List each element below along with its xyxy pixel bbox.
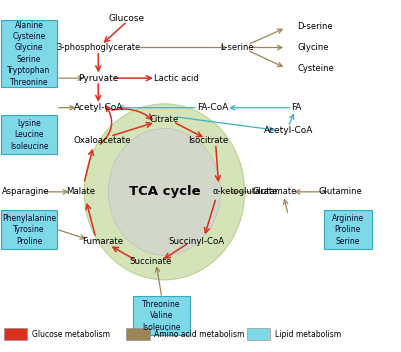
Text: L-serine: L-serine — [220, 43, 253, 52]
Text: Glucose: Glucose — [108, 14, 144, 23]
FancyBboxPatch shape — [1, 20, 57, 87]
Text: Acetyl-CoA: Acetyl-CoA — [73, 103, 123, 112]
Text: Fumarate: Fumarate — [82, 237, 123, 246]
Text: Lysine
Leucine
Isoleucine: Lysine Leucine Isoleucine — [10, 119, 49, 151]
Text: FA: FA — [292, 103, 302, 112]
Text: D-serine: D-serine — [297, 21, 332, 31]
Text: Alanine
Cysteine
Glycine
Serine
Tryptophan
Threonine: Alanine Cysteine Glycine Serine Tryptoph… — [8, 20, 51, 87]
Text: Pyruvate: Pyruvate — [78, 74, 118, 83]
Text: Cysteine: Cysteine — [298, 64, 334, 74]
Text: Isocitrate: Isocitrate — [188, 136, 229, 145]
Text: Amino acid metabolism: Amino acid metabolism — [154, 330, 245, 339]
Text: Oxaloacetate: Oxaloacetate — [73, 136, 131, 145]
Text: TCA cycle: TCA cycle — [129, 186, 200, 198]
FancyBboxPatch shape — [4, 328, 27, 340]
Text: Glycine: Glycine — [298, 43, 329, 52]
Text: FA-CoA: FA-CoA — [197, 103, 228, 112]
Text: Phenylalanine
Tyrosine
Proline: Phenylalanine Tyrosine Proline — [2, 214, 56, 246]
Text: Arginine
Proline
Serine: Arginine Proline Serine — [332, 214, 364, 246]
Text: Citrate: Citrate — [150, 115, 179, 124]
Text: Succinyl-CoA: Succinyl-CoA — [168, 237, 225, 246]
Text: Lactic acid: Lactic acid — [154, 74, 199, 83]
Ellipse shape — [84, 104, 245, 280]
Text: Succinate: Succinate — [129, 257, 172, 266]
Text: Asparagine: Asparagine — [2, 187, 50, 196]
FancyBboxPatch shape — [1, 115, 57, 154]
Text: Glutamate: Glutamate — [253, 187, 297, 196]
FancyBboxPatch shape — [133, 296, 190, 335]
FancyBboxPatch shape — [247, 328, 270, 340]
Text: Malate: Malate — [66, 187, 95, 196]
Text: Glutamine: Glutamine — [319, 187, 363, 196]
Ellipse shape — [108, 128, 221, 255]
Text: Threonine
Valine
Isoleucine: Threonine Valine Isoleucine — [142, 300, 181, 332]
Text: 3-phosphoglycerate: 3-phosphoglycerate — [56, 43, 140, 52]
Text: Acetyl-CoA: Acetyl-CoA — [264, 126, 314, 135]
FancyBboxPatch shape — [1, 210, 57, 249]
FancyBboxPatch shape — [324, 210, 372, 249]
Text: Glucose metabolism: Glucose metabolism — [32, 330, 110, 339]
Text: α-ketoglutarate: α-ketoglutarate — [213, 187, 278, 196]
Text: Lipid metabolism: Lipid metabolism — [275, 330, 341, 339]
FancyBboxPatch shape — [126, 328, 150, 340]
